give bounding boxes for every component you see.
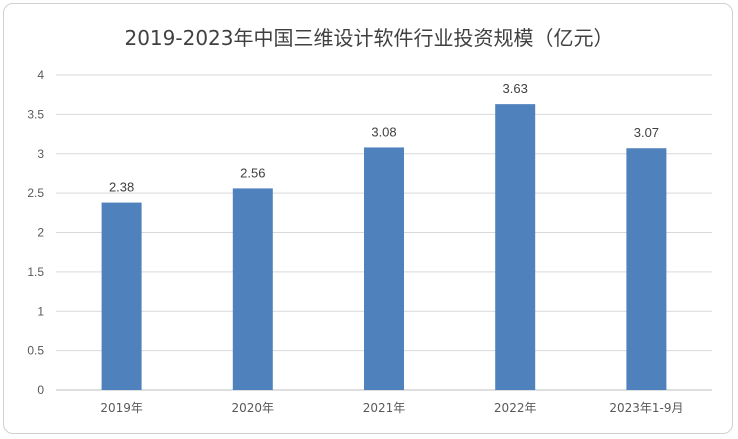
data-label: 2.38	[109, 180, 134, 195]
data-labels: 2.38 2.56 3.08 3.63 3.07	[109, 81, 659, 194]
x-tick-label: 2023年1-9月	[609, 401, 683, 415]
y-tick-label: 2	[37, 226, 44, 240]
y-tick-label: 0.5	[27, 344, 44, 358]
y-tick-label: 2.5	[27, 186, 44, 200]
bar	[364, 147, 404, 390]
y-tick-label: 4	[37, 68, 44, 82]
y-tick-label: 3.5	[27, 107, 44, 121]
chart-title: 2019-2023年中国三维设计软件行业投资规模（亿元）	[124, 26, 614, 50]
x-tick-label: 2022年	[494, 401, 537, 415]
y-axis-ticks: 0 0.5 1 1.5 2 2.5 3 3.5 4	[27, 68, 44, 397]
y-tick-label: 1.5	[27, 265, 44, 279]
y-tick-label: 0	[37, 383, 44, 397]
x-tick-label: 2019年	[100, 401, 143, 415]
data-label: 3.08	[371, 124, 396, 139]
bar	[495, 104, 536, 390]
y-tick-label: 1	[37, 304, 44, 318]
x-tick-label: 2020年	[232, 401, 275, 415]
data-label: 3.07	[634, 125, 659, 140]
bar	[626, 148, 667, 390]
bar	[101, 202, 142, 390]
data-label: 3.63	[503, 81, 528, 96]
x-axis-labels: 2019年 2020年 2021年 2022年 2023年1-9月	[100, 401, 683, 415]
x-tick-label: 2021年	[363, 401, 406, 415]
bars	[101, 104, 667, 390]
data-label: 2.56	[240, 165, 265, 180]
bar	[232, 188, 273, 390]
y-tick-label: 3	[37, 147, 44, 161]
